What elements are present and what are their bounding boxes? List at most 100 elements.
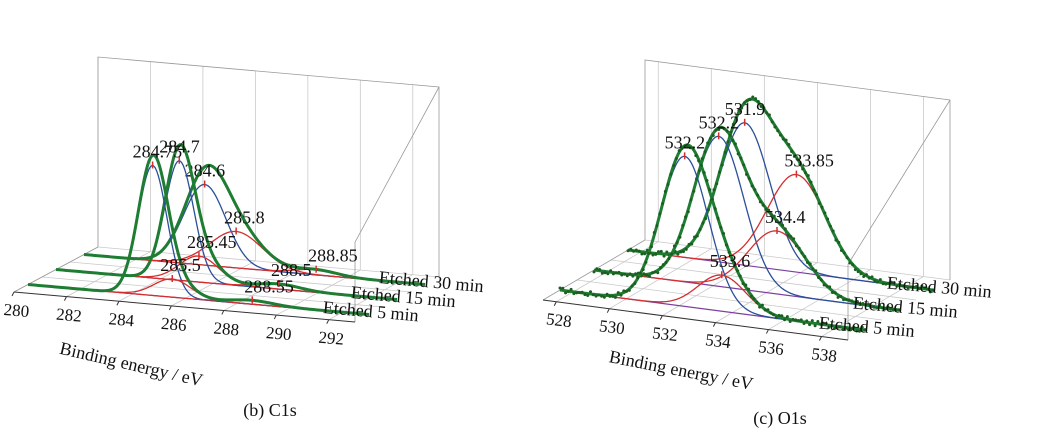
grid-line (13, 57, 99, 293)
data-point (751, 95, 755, 99)
data-point (774, 316, 778, 320)
data-point (769, 212, 773, 216)
data-point (735, 269, 739, 273)
data-point (792, 237, 796, 241)
data-point (680, 146, 684, 150)
data-point (666, 182, 670, 186)
data-point (626, 249, 630, 253)
data-point (792, 154, 796, 158)
data-point (627, 288, 631, 292)
data-point (889, 307, 893, 311)
data-point (897, 308, 901, 312)
peak-label: 288.85 (308, 246, 358, 266)
data-point (726, 140, 730, 144)
data-point (667, 257, 671, 261)
data-point (864, 273, 868, 277)
data-point (790, 150, 794, 154)
panel-subtitle: (b) C1s (243, 400, 297, 421)
data-point (822, 283, 826, 287)
data-point (845, 256, 849, 260)
envelope-fit (593, 125, 900, 312)
data-point (872, 305, 876, 309)
data-point (777, 313, 781, 317)
data-point (600, 294, 604, 298)
data-point (755, 301, 759, 305)
data-point (678, 235, 682, 239)
data-point (810, 319, 814, 323)
data-point (794, 244, 798, 248)
data-point (708, 188, 712, 192)
peak-label: 288.55 (244, 276, 294, 296)
data-point (847, 298, 851, 302)
data-point (833, 326, 836, 330)
data-point (796, 319, 800, 323)
x-tick-mark (553, 301, 557, 306)
data-point (589, 290, 592, 294)
data-point (802, 322, 806, 325)
data-point (769, 311, 773, 315)
data-point (694, 154, 698, 158)
peak-label: 284.7 (159, 137, 200, 157)
data-point (749, 294, 753, 298)
data-point (889, 280, 893, 284)
data-point (733, 142, 737, 146)
x-tick-label: 288 (213, 318, 240, 339)
data-point (803, 171, 807, 175)
data-point (881, 282, 885, 286)
data-point (830, 324, 834, 328)
data-point (779, 133, 782, 137)
data-point (806, 174, 810, 178)
data-point (838, 325, 842, 329)
peak-label: 285.5 (160, 255, 201, 275)
data-point (634, 248, 638, 252)
data-point (706, 208, 710, 212)
data-point (614, 271, 618, 275)
x-tick-mark (168, 305, 172, 311)
data-point (736, 152, 740, 156)
x-tick-mark (273, 314, 277, 320)
data-point (878, 303, 882, 307)
data-point (869, 305, 873, 309)
data-point (833, 291, 837, 295)
peak-label: 288.5 (271, 260, 312, 280)
data-point (619, 293, 623, 297)
data-point (817, 201, 821, 205)
data-point (898, 282, 902, 286)
data-point (925, 287, 929, 291)
data-point (616, 291, 620, 295)
data-point (853, 300, 857, 304)
data-point (645, 273, 649, 277)
x-axis-title: Binding energy / eV (608, 346, 755, 394)
data-point (839, 294, 843, 298)
data-point (856, 270, 860, 274)
data-point (676, 252, 680, 256)
data-point (611, 294, 615, 298)
data-point (780, 314, 784, 318)
data-point (718, 170, 721, 174)
depth-grid-line (644, 239, 951, 281)
x-tick-mark (221, 310, 225, 315)
data-point (834, 238, 838, 242)
x-tick-label: 286 (160, 314, 187, 335)
data-point (788, 320, 792, 324)
data-point (875, 306, 879, 310)
data-point (901, 284, 904, 288)
layer-name-label: Etched 5 min (818, 313, 915, 341)
data-point (597, 293, 601, 297)
data-point (784, 138, 788, 142)
envelope-fit (55, 143, 398, 301)
peak-label: 532.2 (699, 112, 740, 132)
data-point (740, 106, 744, 110)
data-point (914, 285, 918, 289)
data-point (794, 318, 798, 322)
x-tick-label: 538 (810, 344, 838, 366)
data-point (883, 307, 887, 311)
data-point (661, 263, 665, 267)
data-point (813, 324, 817, 328)
x-tick-label: 536 (757, 337, 785, 359)
envelope-fit (627, 97, 934, 292)
data-point (756, 193, 760, 197)
data-point (654, 252, 658, 256)
data-point (850, 299, 854, 303)
data-point (864, 303, 868, 307)
